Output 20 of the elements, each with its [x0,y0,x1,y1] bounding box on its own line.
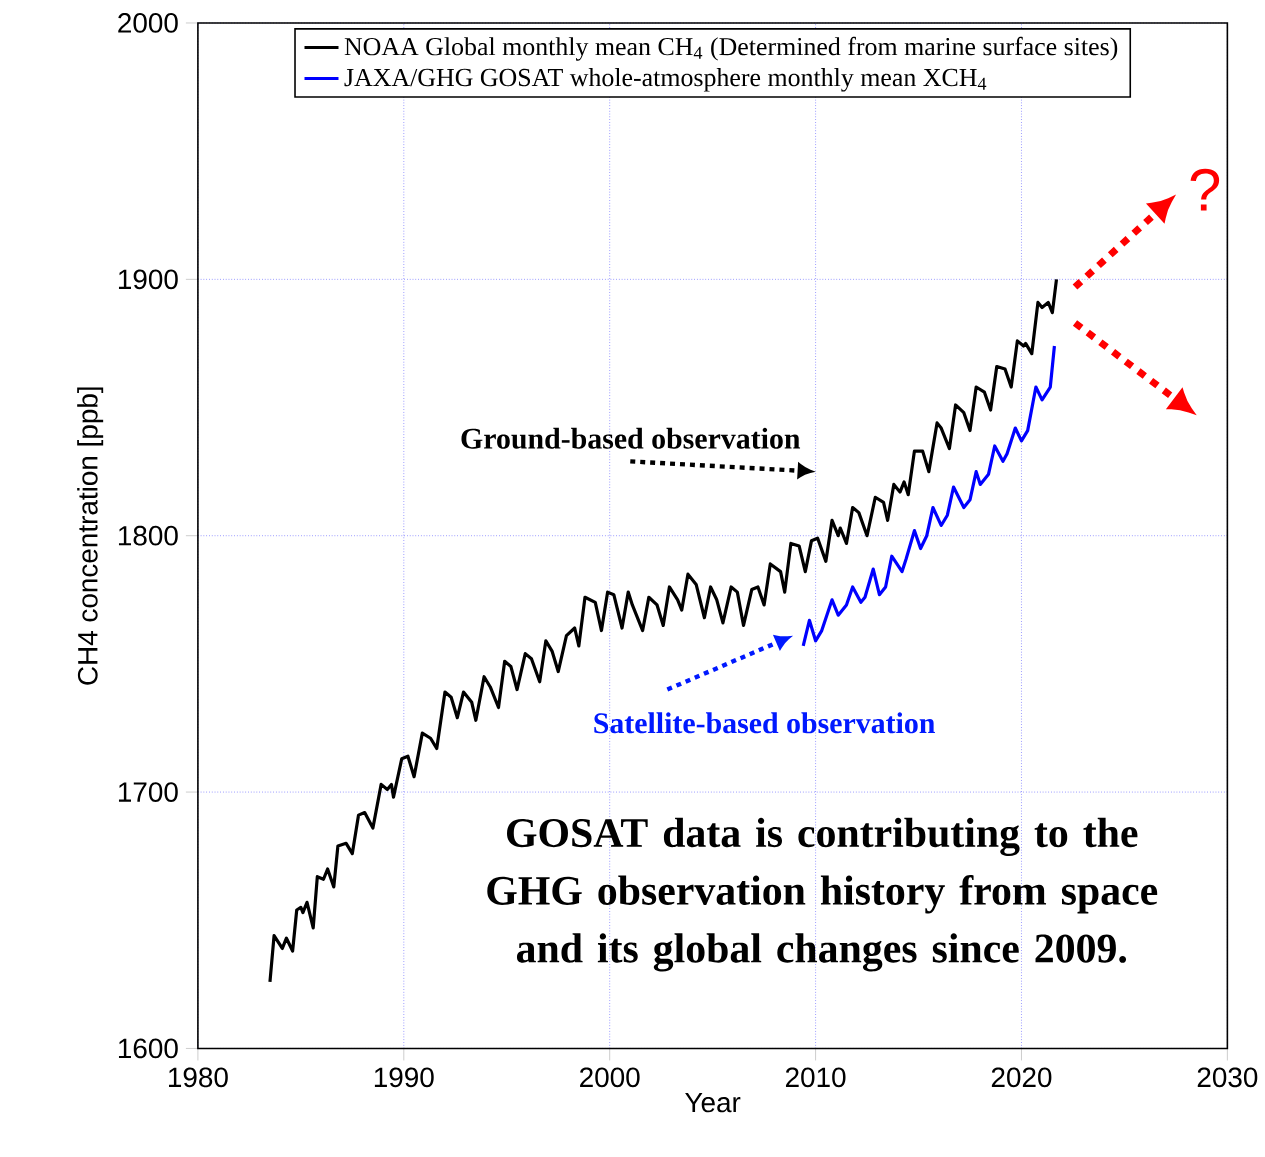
annotation: Satellite-based observation [594,712,935,734]
x-tick-label: 2030 [1197,1067,1258,1088]
legend-label: JAXA/GHG GOSAT whole-atmosphere monthly mean XCH$_{4}$ [344,67,987,92]
y-axis-title: CH4 concentration [ppb] [77,387,104,685]
y-tick-label: 1700 [118,782,178,802]
x-tick-label: 1990 [374,1067,434,1088]
annotation: ? [1190,168,1220,211]
x-axis-title: Year [685,1092,741,1113]
y-tick-label: 1600 [118,1038,178,1059]
x-tick-label: 2020 [991,1067,1052,1088]
annotation: GOSAT data is contributing to the GHG observation history from space and its global changes since 2009. [487,817,1158,972]
y-tick-label: 1900 [118,269,178,290]
x-tick-label: 2000 [580,1067,640,1088]
annotation: Ground-based observation [461,427,801,449]
line-series [801,344,1057,648]
legend-label: NOAA Global monthly mean CH$_{4}$ (Determined from marine surface sites) [344,36,1118,61]
y-tick-label: 2000 [118,12,178,33]
x-tick-label: 1980 [169,1067,228,1088]
y-tick-label: 1800 [118,525,178,546]
x-tick-label: 2010 [785,1067,846,1088]
